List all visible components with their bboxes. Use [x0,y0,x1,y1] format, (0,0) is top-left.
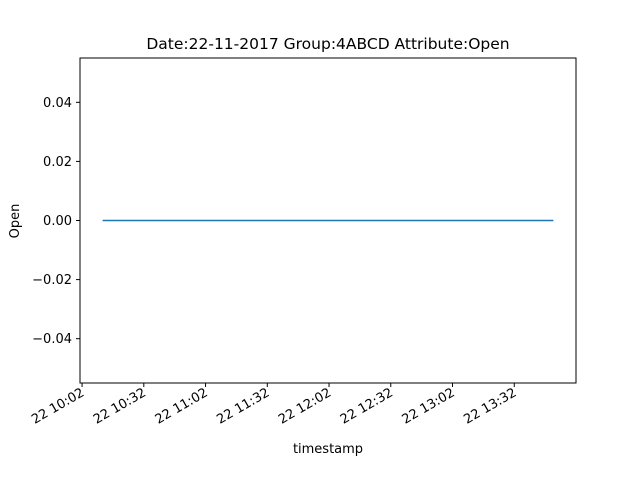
y-axis: −0.04 −0.02 0.00 0.02 0.04 [32,96,80,347]
x-tick-label: 22 13:32 [461,385,519,427]
y-tick-label: −0.02 [32,273,72,288]
chart-title: Date:22-11-2017 Group:4ABCD Attribute:Op… [146,35,509,53]
y-axis-title: Open [8,204,23,239]
x-axis-title: timestamp [293,442,363,457]
x-tick-label: 22 12:02 [276,385,334,427]
x-tick-label: 22 11:32 [214,385,272,427]
y-tick-label: 0.02 [43,155,72,170]
x-tick-label: 22 11:02 [153,385,211,427]
y-tick-label: 0.00 [43,214,72,229]
x-tick-label: 22 10:02 [29,385,87,427]
x-axis: 22 10:02 22 10:32 22 11:02 22 11:32 22 12:02… [29,383,519,428]
y-tick-label: −0.04 [32,332,72,347]
x-tick-label: 22 13:02 [400,385,458,427]
x-tick-label: 22 12:32 [338,385,396,427]
x-tick-label: 22 10:32 [91,385,149,427]
y-tick-label: 0.04 [43,96,72,111]
